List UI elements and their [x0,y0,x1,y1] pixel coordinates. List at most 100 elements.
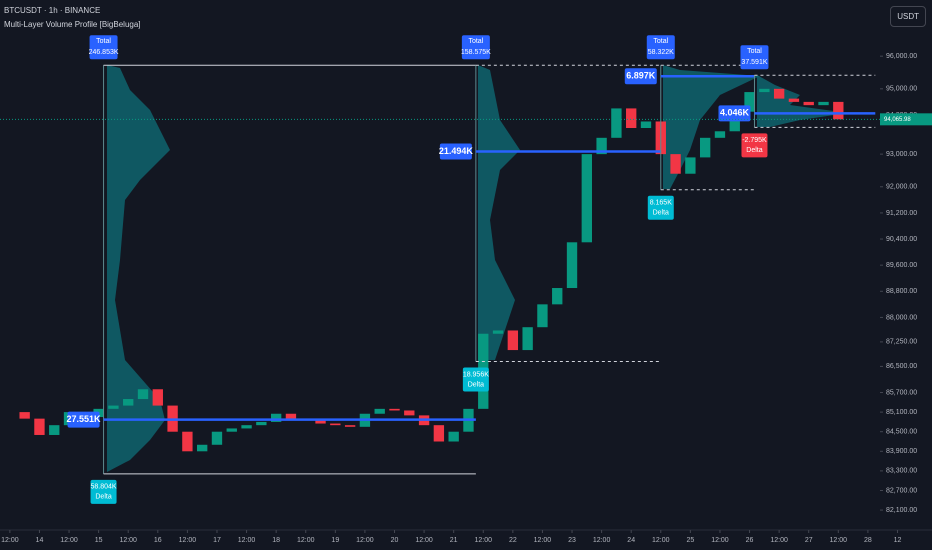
candle [448,431,459,442]
candle [330,423,341,426]
candle [537,304,548,328]
x-tick-label: 12 [894,537,902,544]
candle [611,108,622,138]
y-tick-label: 86,500.00 [886,363,917,370]
candle [49,425,60,435]
x-tick-label: 25 [686,537,694,544]
x-tick-label: 12:00 [179,537,197,544]
x-tick-label: 12:00 [119,537,137,544]
x-tick-label: 27 [805,537,813,544]
y-tick-label: 83,300.00 [886,468,917,475]
total-value: 58.322K [648,49,674,56]
x-tick-label: 22 [509,537,517,544]
poc-label: 4.046K [720,108,750,118]
candle [640,121,652,129]
total-box [646,35,675,60]
candle [19,412,30,419]
delta-value: 18.956K [463,371,489,378]
candle [699,137,711,158]
x-tick-label: 28 [864,537,872,544]
x-tick-label: 16 [154,537,162,544]
total-label: Total [96,38,111,45]
poc-box [718,105,751,122]
x-tick-label: 23 [568,537,576,544]
candle [123,399,134,406]
candle [374,408,385,414]
candle [285,413,297,419]
poc-label: 6.897K [626,71,656,81]
total-label: Total [653,38,668,45]
y-tick-label: 88,000.00 [886,314,917,321]
delta-box [90,479,117,504]
candle [270,413,282,422]
total-box [89,35,118,60]
volume-profile-shape [107,65,170,472]
candle [315,420,326,424]
candle [256,421,267,426]
total-label: Total [747,48,762,55]
candle [522,327,533,351]
total-box [740,45,769,70]
y-tick-label: 87,250.00 [886,339,917,346]
y-tick-label: 83,900.00 [886,448,917,455]
y-tick-label: 82,700.00 [886,487,917,494]
total-value: 37.591K [741,59,767,66]
candle [108,405,119,409]
delta-box [741,133,768,158]
x-tick-label: 12:00 [830,537,848,544]
y-tick-label: 82,100.00 [886,507,917,514]
x-tick-label: 12:00 [652,537,670,544]
x-tick-label: 15 [95,537,103,544]
y-tick-label: 92,000.00 [886,184,917,191]
x-tick-label: 12:00 [474,537,492,544]
x-tick-label: 12:00 [770,537,788,544]
candle [626,108,637,129]
y-tick-label: 91,200.00 [886,210,917,217]
delta-label: Delta [468,381,484,388]
y-tick-label: 89,600.00 [886,262,917,269]
candle [507,330,519,351]
delta-value: -2.795K [742,137,767,144]
x-tick-label: 21 [450,537,458,544]
delta-label: Delta [653,210,669,217]
candle [596,137,607,155]
candle [137,389,149,400]
delta-box [462,367,489,392]
delta-value: 58.804K [91,484,117,491]
total-label: Total [468,38,483,45]
x-tick-label: 18 [272,537,280,544]
price-axis-bg [880,0,932,550]
candle [566,242,578,289]
total-value: 158.575K [461,49,491,56]
x-tick-label: 26 [746,537,754,544]
x-tick-label: 12:00 [593,537,611,544]
x-tick-label: 12:00 [415,537,433,544]
y-tick-label: 95,000.00 [886,86,917,93]
delta-label: Delta [746,147,762,154]
candle [492,330,504,334]
total-box [461,35,490,60]
candle [433,425,445,442]
candle [226,428,237,432]
delta-box [647,195,674,220]
currency-button[interactable]: USDT [890,6,926,27]
candle [788,98,800,102]
x-tick-label: 19 [331,537,339,544]
indicator-title: Multi-Layer Volume Profile [BigBeluga] [4,20,141,29]
last-price-box [880,113,932,126]
x-tick-label: 17 [213,537,221,544]
candle [833,101,844,120]
x-tick-label: 12:00 [711,537,729,544]
poc-box [439,143,472,160]
total-value: 246.853K [89,49,119,56]
x-tick-label: 20 [391,537,399,544]
poc-box [624,68,657,85]
candle [34,418,45,435]
volume-profile-shape [478,65,520,360]
delta-label: Delta [95,494,111,501]
y-tick-label: 96,000.00 [886,53,917,60]
candle [670,154,681,174]
candle [197,444,208,452]
